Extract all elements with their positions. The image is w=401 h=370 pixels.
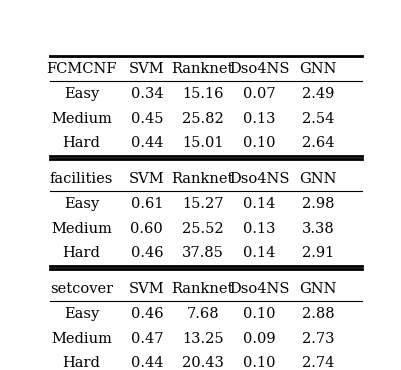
Text: FCMCNF: FCMCNF [46,62,116,75]
Text: 2.73: 2.73 [301,332,334,346]
Text: 0.34: 0.34 [130,87,163,101]
Text: 0.13: 0.13 [242,222,275,236]
Text: 0.44: 0.44 [130,137,163,150]
Text: Ranknet: Ranknet [171,62,233,75]
Text: GNN: GNN [299,282,336,296]
Text: 0.10: 0.10 [242,307,275,321]
Text: 2.64: 2.64 [301,137,334,150]
Text: 0.46: 0.46 [130,307,163,321]
Text: 0.46: 0.46 [130,246,163,260]
Text: Hard: Hard [62,137,100,150]
Text: Hard: Hard [62,246,100,260]
Text: 15.16: 15.16 [182,87,223,101]
Text: SVM: SVM [129,172,164,186]
Text: 0.09: 0.09 [242,332,275,346]
Text: 0.07: 0.07 [242,87,275,101]
Text: 2.91: 2.91 [301,246,334,260]
Text: 25.52: 25.52 [182,222,223,236]
Text: SVM: SVM [129,282,164,296]
Text: Ranknet: Ranknet [171,172,233,186]
Text: 0.14: 0.14 [242,197,275,211]
Text: 0.44: 0.44 [130,356,163,370]
Text: facilities: facilities [50,172,113,186]
Text: Medium: Medium [51,222,111,236]
Text: 0.10: 0.10 [242,356,275,370]
Text: 7.68: 7.68 [186,307,219,321]
Text: GNN: GNN [299,62,336,75]
Text: 15.27: 15.27 [182,197,223,211]
Text: Dso4NS: Dso4NS [228,62,288,75]
Text: 0.13: 0.13 [242,112,275,126]
Text: 25.82: 25.82 [182,112,223,126]
Text: Medium: Medium [51,332,111,346]
Text: Dso4NS: Dso4NS [228,172,288,186]
Text: Easy: Easy [64,197,99,211]
Text: 2.74: 2.74 [301,356,334,370]
Text: setcover: setcover [50,282,113,296]
Text: 2.54: 2.54 [301,112,334,126]
Text: 0.61: 0.61 [130,197,163,211]
Text: 2.88: 2.88 [301,307,334,321]
Text: 0.60: 0.60 [130,222,163,236]
Text: 3.38: 3.38 [301,222,334,236]
Text: 2.98: 2.98 [301,197,334,211]
Text: Easy: Easy [64,307,99,321]
Text: Easy: Easy [64,87,99,101]
Text: 20.43: 20.43 [182,356,223,370]
Text: 0.10: 0.10 [242,137,275,150]
Text: SVM: SVM [129,62,164,75]
Text: 15.01: 15.01 [182,137,223,150]
Text: Dso4NS: Dso4NS [228,282,288,296]
Text: Ranknet: Ranknet [171,282,233,296]
Text: 37.85: 37.85 [182,246,223,260]
Text: 13.25: 13.25 [182,332,223,346]
Text: GNN: GNN [299,172,336,186]
Text: 2.49: 2.49 [301,87,334,101]
Text: 0.47: 0.47 [130,332,163,346]
Text: 0.45: 0.45 [130,112,163,126]
Text: Hard: Hard [62,356,100,370]
Text: 0.14: 0.14 [242,246,275,260]
Text: Medium: Medium [51,112,111,126]
